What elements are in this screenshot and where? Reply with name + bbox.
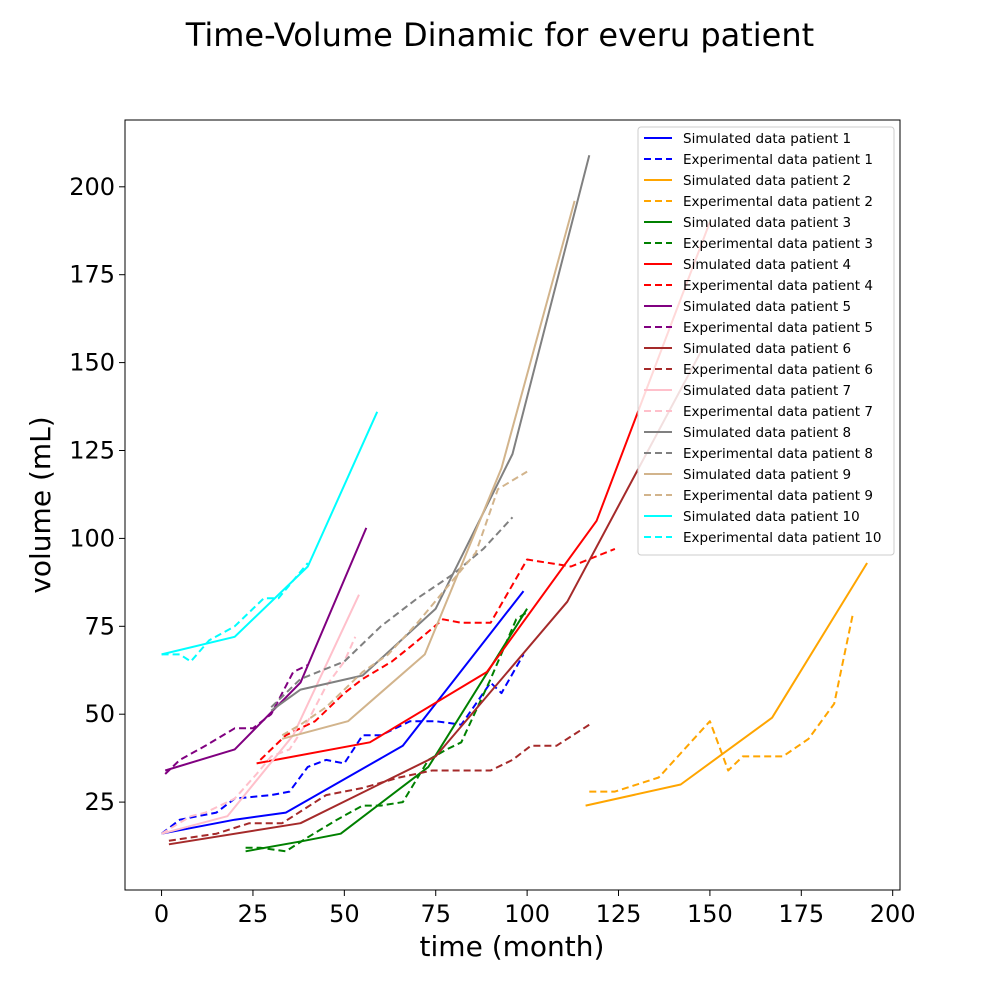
x-tick-label: 75 (420, 900, 451, 928)
legend-label: Simulated data patient 8 (683, 425, 851, 441)
legend-label: Experimental data patient 3 (683, 236, 873, 252)
series-line-19 (161, 411, 379, 656)
legend-label: Experimental data patient 6 (683, 362, 873, 378)
legend-label: Experimental data patient 5 (683, 320, 873, 336)
y-tick-label: 100 (69, 524, 115, 552)
y-tick-label: 50 (84, 700, 115, 728)
y-tick-label: 125 (69, 437, 115, 465)
y-tick-label: 200 (69, 173, 115, 201)
plot-lines (160, 154, 868, 853)
series-line-1 (161, 590, 525, 835)
legend-label: Simulated data patient 4 (683, 257, 851, 273)
y-tick-label: 150 (69, 349, 115, 377)
series-line-12 (168, 723, 590, 842)
legend-label: Experimental data patient 8 (683, 446, 873, 462)
series-line-5 (245, 608, 528, 853)
legend-label: Experimental data patient 1 (683, 152, 873, 168)
series-line-3 (585, 562, 868, 807)
x-tick-label: 0 (154, 900, 169, 928)
y-axis-label: volume (mL) (24, 416, 57, 593)
y-tick-label: 175 (69, 261, 115, 289)
x-tick-label: 200 (870, 900, 916, 928)
legend-label: Experimental data patient 2 (683, 194, 873, 210)
series-line-7 (256, 221, 711, 765)
chart-title: Time-Volume Dinamic for everu patient (185, 16, 814, 54)
series-line-20 (161, 562, 309, 663)
x-axis: 0 25 50 75 100 125 150 175 200 (154, 890, 916, 928)
series-line-10 (164, 664, 309, 775)
legend-box (637, 126, 895, 556)
series-line-11 (168, 348, 704, 846)
plot-area (124, 119, 901, 891)
legend-label: Simulated data patient 2 (683, 173, 851, 189)
legend-label: Simulated data patient 9 (683, 467, 851, 483)
x-tick-label: 25 (238, 900, 269, 928)
legend-label: Experimental data patient 10 (683, 530, 882, 546)
series-line-17 (281, 200, 576, 740)
legend-label: Simulated data patient 3 (683, 215, 851, 231)
legend-label: Simulated data patient 6 (683, 341, 851, 357)
legend-label: Experimental data patient 7 (683, 404, 873, 420)
series-line-15 (270, 154, 591, 712)
series-line-18 (281, 470, 528, 737)
x-tick-label: 150 (687, 900, 733, 928)
series-line-8 (259, 547, 616, 761)
x-tick-label: 50 (329, 900, 360, 928)
x-tick-label: 100 (504, 900, 550, 928)
legend-label: Experimental data patient 4 (683, 278, 873, 294)
x-tick-label: 175 (778, 900, 824, 928)
y-tick-label: 75 (84, 612, 115, 640)
series-line-13 (161, 594, 360, 835)
series-line-9 (164, 527, 368, 772)
series-line-16 (270, 516, 514, 708)
legend-label: Simulated data patient 10 (683, 509, 860, 525)
y-tick-label: 25 (84, 788, 115, 816)
series-line-6 (245, 611, 528, 853)
legend-label: Simulated data patient 1 (683, 131, 851, 147)
legend-label: Simulated data patient 5 (683, 299, 851, 315)
x-tick-label: 125 (596, 900, 642, 928)
y-axis: 25 50 75 100 125 150 175 200 (69, 173, 125, 816)
series-line-4 (589, 615, 854, 793)
legend-label: Experimental data patient 9 (683, 488, 873, 504)
legend-label: Simulated data patient 7 (683, 383, 851, 399)
series-line-14 (161, 636, 357, 835)
x-axis-label: time (month) (420, 930, 605, 963)
legend: Simulated data patient 1 Experimental dat… (637, 126, 895, 556)
